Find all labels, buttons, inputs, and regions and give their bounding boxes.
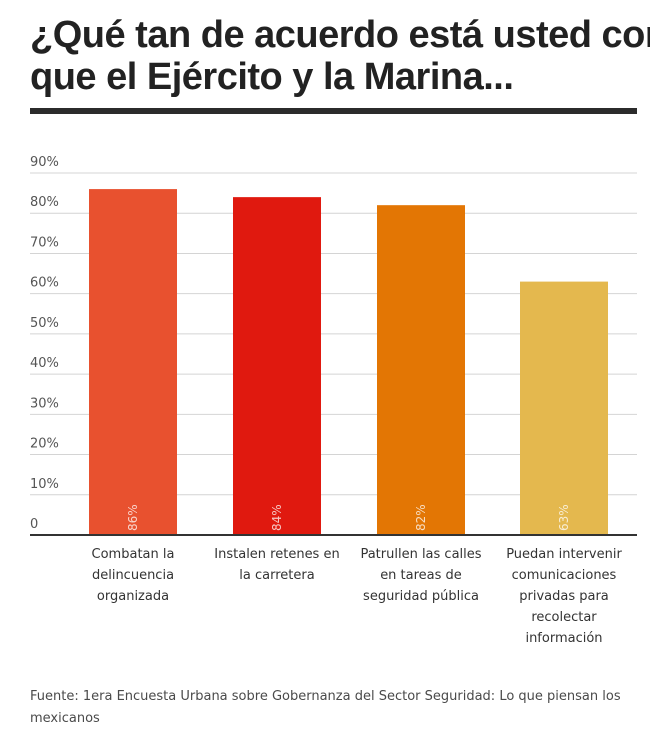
y-tick-label: 90% [30,155,59,170]
y-tick-label: 0 [30,517,38,532]
x-category-label: recolectar [531,610,597,625]
x-category-label: delincuencia [92,568,174,583]
chart-title: ¿Qué tan de acuerdo está usted con que e… [30,14,650,98]
x-category-label: comunicaciones [512,568,617,583]
bar [520,281,608,535]
y-tick-label: 50% [30,316,59,331]
y-tick-label: 80% [30,195,59,210]
title-line-2: que el Ejército y la Marina... [30,56,514,98]
x-category-label: la carretera [239,568,314,583]
bar [377,205,465,535]
data-label: 84% [270,504,284,531]
y-tick-label: 60% [30,276,59,291]
x-category-label: Instalen retenes en [214,547,339,562]
bar-chart: 0 10% 20% 30% 40% 50% 60% 70% 80% 90% 86% 84% 82% 63%… [30,155,637,646]
y-tick-label: 40% [30,356,59,371]
y-tick-label: 20% [30,437,59,452]
source-note: Fuente: 1era Encuesta Urbana sobre Gober… [30,689,621,726]
data-label: 86% [126,504,140,531]
title-line-1: ¿Qué tan de acuerdo está usted con [30,14,650,56]
x-category-label: información [525,631,602,646]
x-category-label: privadas para [519,589,609,604]
data-label: 82% [414,504,428,531]
data-label: 63% [557,504,571,531]
bar [89,189,177,536]
x-category-label: en tareas de [380,568,462,583]
bar [233,197,321,535]
x-category-label: Combatan la [92,547,175,562]
x-category-label: Puedan intervenir [506,547,622,562]
title-divider [30,108,637,114]
y-tick-label: 10% [30,477,59,492]
x-category-label: organizada [97,589,169,604]
x-category-label: seguridad pública [363,589,479,604]
y-tick-label: 30% [30,396,59,411]
x-category-label: Patrullen las calles [360,547,481,562]
y-tick-label: 70% [30,235,59,250]
